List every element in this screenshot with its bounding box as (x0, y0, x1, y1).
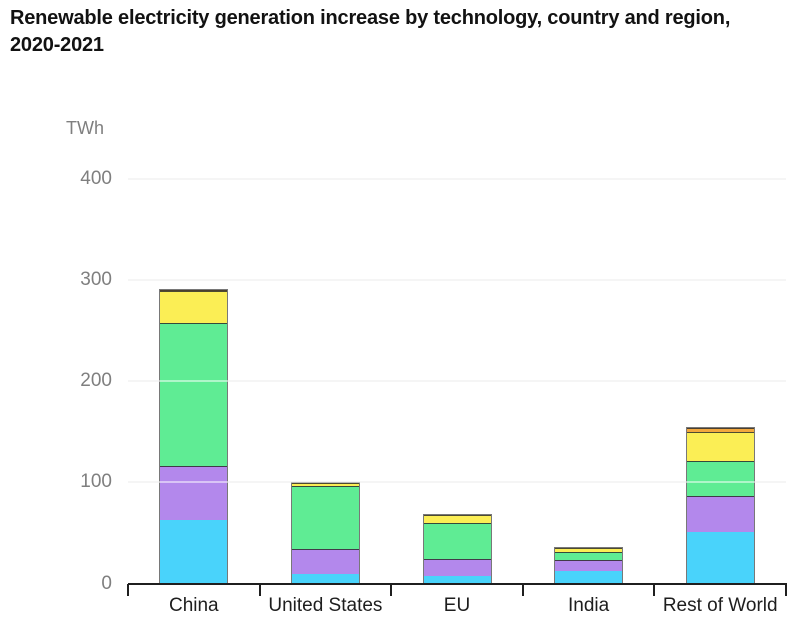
x-axis-tick (785, 583, 787, 596)
bar-china-green-segment (160, 322, 228, 467)
bar-eu-green-segment (423, 522, 491, 560)
gridline-overlay-100 (128, 481, 786, 484)
x-axis-line (128, 582, 787, 585)
bar-india (554, 546, 624, 585)
bar-united-states-green-segment (291, 486, 359, 550)
bar-china-orange-top-segment (160, 290, 228, 292)
bar-rest-of-world-green-segment (686, 461, 754, 496)
y-tick-label-200: 200 (80, 370, 112, 392)
y-tick-label-400: 400 (80, 167, 112, 189)
bar-china-yellow-segment (160, 291, 228, 323)
chart-title-line1: Renewable electricity generation increas… (10, 7, 731, 29)
x-axis-label-eu: EU (443, 595, 471, 616)
x-axis-tick (258, 583, 261, 596)
bar-china-blue-bottom-segment (160, 519, 228, 584)
y-tick-label-0: 0 (101, 572, 112, 594)
bar-china-purple-segment (160, 466, 228, 520)
bar-rest-of-world-blue-bottom-segment (686, 531, 754, 584)
x-axis-label-india: India (567, 595, 610, 616)
gridline-overlay-300 (128, 279, 786, 282)
x-axis-tick (127, 583, 129, 596)
bar-eu-yellow-segment (423, 514, 491, 523)
x-axis-tick (653, 583, 656, 596)
x-axis-tick (521, 583, 524, 596)
x-axis-label-rest-of-world: Rest of World (662, 595, 778, 616)
y-tick-label-300: 300 (80, 269, 112, 291)
bar-eu-purple-segment (423, 559, 491, 577)
x-axis-label-united-states: United States (268, 595, 383, 616)
x-axis-label-china: China (168, 595, 219, 616)
chart-title-line2: 2020-2021 (10, 33, 104, 56)
bar-india-purple-segment (555, 559, 623, 572)
bar-china (159, 289, 229, 585)
y-axis-unit-label: TWh (66, 118, 104, 138)
bar-united-states-blue-bottom-segment (291, 574, 359, 584)
x-axis-tick (390, 583, 393, 596)
gridline-overlay-400 (128, 177, 786, 180)
bar-india-green-segment (555, 551, 623, 560)
y-tick-label-100: 100 (80, 471, 112, 493)
bar-rest-of-world-orange-top-segment (686, 427, 754, 432)
bar-eu (422, 513, 492, 585)
bar-rest-of-world-purple-segment (686, 495, 754, 532)
bar-united-states-purple-segment (291, 549, 359, 575)
bar-india-yellow-segment (555, 547, 623, 552)
chart-title: Renewable electricity generation increas… (10, 5, 792, 58)
gridline-overlay-200 (128, 380, 786, 383)
bar-united-states (290, 481, 360, 585)
bar-rest-of-world (685, 426, 755, 585)
bar-eu-blue-bottom-segment (423, 576, 491, 584)
bar-india-blue-bottom-segment (555, 571, 623, 584)
bar-rest-of-world-yellow-segment (686, 431, 754, 462)
